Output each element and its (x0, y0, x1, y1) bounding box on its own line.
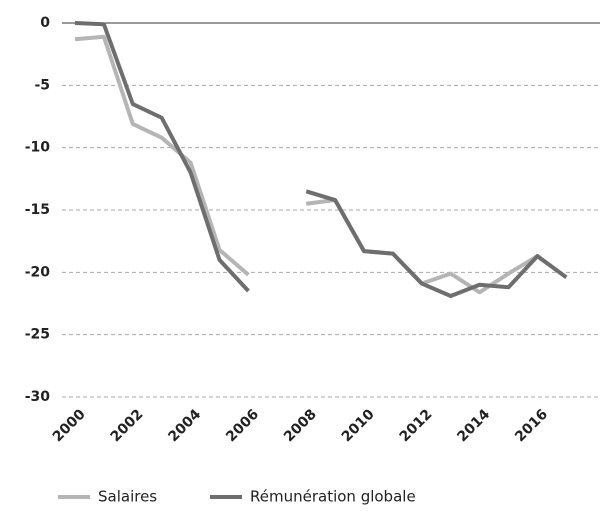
y-tick-label: -20 (25, 264, 51, 280)
y-tick-label: -15 (25, 202, 50, 218)
line-series (74, 21, 568, 299)
x-tick-label: 2016 (512, 406, 551, 445)
y-tick-label: -10 (25, 140, 51, 156)
x-tick-label: 2010 (339, 406, 378, 445)
x-tick-label: 2006 (223, 406, 262, 445)
x-tick-label: 2012 (397, 406, 436, 445)
x-tick-label: 2014 (454, 406, 493, 445)
x-tick-label: 2008 (281, 406, 320, 445)
x-tick-label: 2000 (50, 406, 89, 445)
y-tick-label: -30 (25, 389, 51, 405)
y-tick-label: -25 (25, 327, 50, 343)
line-series (74, 34, 568, 295)
y-tick-label: 0 (40, 15, 50, 31)
legend-label: Rémunération globale (250, 488, 416, 506)
x-tick-label: 2004 (165, 406, 204, 445)
legend-label: Salaires (98, 488, 157, 506)
x-tick-label: 2002 (108, 406, 147, 445)
y-tick-label: -5 (34, 77, 50, 93)
